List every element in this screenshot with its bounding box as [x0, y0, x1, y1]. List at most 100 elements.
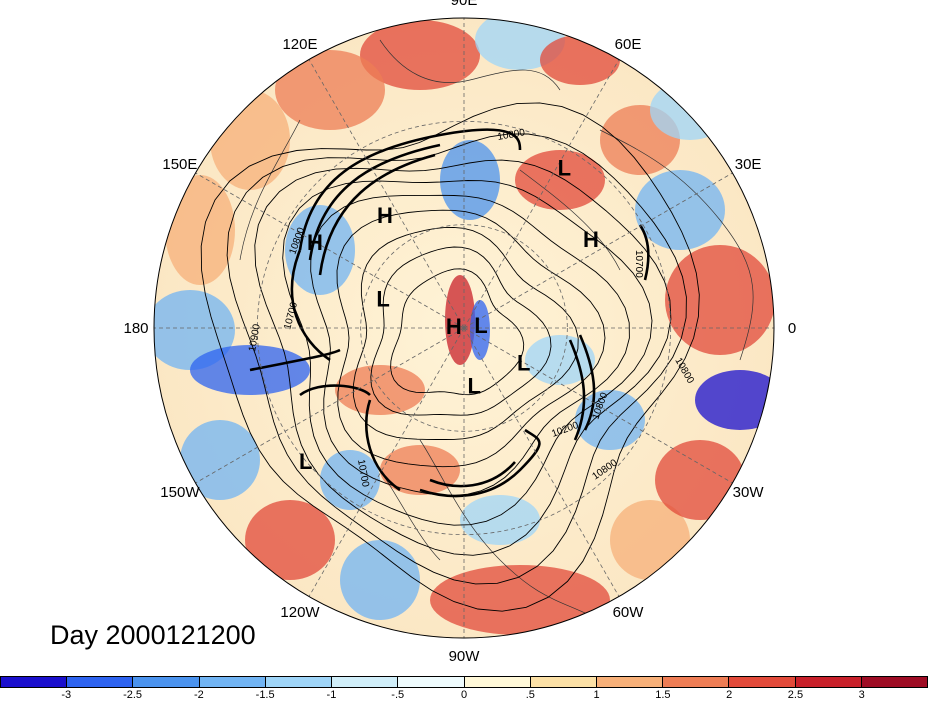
- graticule: [154, 18, 774, 638]
- low-pressure-label: L: [558, 155, 571, 180]
- meridian: [463, 327, 620, 597]
- anomaly-blob: [285, 205, 355, 295]
- height-contour: [370, 246, 552, 416]
- anomaly-blob: [360, 20, 480, 90]
- colorbar-swatch: [332, 677, 399, 687]
- colorbar-swatch: [663, 677, 730, 687]
- meridian: [308, 59, 465, 329]
- parallel: [256, 120, 672, 536]
- longitude-label: 0: [788, 320, 796, 337]
- colorbar-tick-label: -1.5: [255, 689, 275, 701]
- page-title: Day 2000121200: [50, 620, 256, 650]
- longitude-label: 120E: [282, 36, 317, 53]
- colorbar-swatch: [133, 677, 200, 687]
- colorbar-tick-label: 3: [858, 689, 865, 701]
- longitude-labels: 90E 60E 30E 0 30W 60W 90W 120W 150W 180 150E 120E: [123, 0, 796, 665]
- low-pressure-label: L: [474, 313, 487, 338]
- anomaly-blob: [440, 140, 500, 220]
- height-contour: [352, 226, 579, 440]
- colorbar-tick-label: 2: [726, 689, 733, 701]
- colorbar-swatch: [1, 677, 68, 687]
- height-contour: [254, 159, 672, 556]
- jet-contour: [249, 348, 341, 372]
- meridian: [463, 172, 733, 329]
- anomaly-blob: [245, 500, 335, 580]
- meridian: [195, 172, 465, 329]
- height-contour: [390, 268, 525, 396]
- anomaly-blob: [665, 245, 774, 355]
- meridian: [463, 327, 733, 484]
- anomaly-blob: [515, 150, 605, 210]
- meridian: [308, 327, 465, 597]
- longitude-label: 90E: [451, 0, 478, 9]
- colorbar-tick-label: 0: [460, 689, 468, 701]
- height-contour: [226, 133, 687, 585]
- anomaly-blob: [540, 35, 620, 85]
- jet-contour: [364, 399, 401, 492]
- longitude-label: 60E: [615, 36, 642, 53]
- colorbar-swatch: [795, 677, 862, 687]
- contour-label: 10900: [247, 323, 263, 353]
- jet-contour: [419, 428, 541, 498]
- anomaly-blob: [575, 390, 645, 450]
- anomaly-blob: [525, 335, 595, 385]
- colorbar-tick-label: -.5: [391, 689, 405, 701]
- jet-contour: [298, 128, 522, 251]
- colorbar-swatch: [530, 677, 597, 687]
- coastline: [239, 119, 301, 261]
- jet-contour: [318, 153, 436, 276]
- height-contour: [310, 194, 630, 496]
- colorbar: [0, 676, 928, 688]
- anomaly-blob: [275, 50, 385, 130]
- anomaly-blob: [460, 495, 540, 545]
- contour-label: 10700: [355, 459, 371, 489]
- longitude-label: 90W: [449, 648, 481, 665]
- height-contour: [200, 102, 700, 612]
- colorbar-swatch: [729, 677, 796, 687]
- colorbar-swatch: [265, 677, 333, 687]
- high-pressure-label: H: [377, 203, 393, 228]
- colorbar-tick-label: -1: [326, 689, 337, 701]
- anomaly-blob: [320, 450, 380, 510]
- colorbar-tick-label: 2.5: [787, 689, 804, 701]
- meridian: [463, 59, 620, 329]
- map-boundary: [153, 17, 775, 639]
- colorbar-tick-label: .5: [525, 689, 535, 701]
- anomaly-blob: [695, 370, 774, 430]
- parallel: [360, 224, 568, 432]
- longitude-label: 60W: [613, 604, 645, 621]
- longitude-label: 150E: [162, 156, 197, 173]
- low-pressure-label: L: [299, 449, 312, 474]
- anomaly-field: [154, 18, 774, 635]
- longitude-label: 30E: [735, 156, 762, 173]
- colorbar-swatch: [67, 677, 134, 687]
- high-pressure-label: H: [307, 230, 323, 255]
- colorbar-tick-label: -2: [193, 689, 204, 701]
- colorbar-swatch: [464, 677, 531, 687]
- colorbar-tick-label: -2.5: [123, 689, 143, 701]
- jet-contour: [638, 224, 650, 281]
- height-contours: [200, 102, 700, 612]
- longitude-label: 180: [123, 320, 148, 337]
- longitude-label: 120W: [280, 604, 320, 621]
- anomaly-blob: [445, 275, 475, 365]
- colorbar-ticks: -3 -2.5 -2 -1.5 -1 -.5 0 .5 1 1.5 2 2.5 3: [0, 689, 928, 703]
- coastline: [599, 129, 754, 361]
- height-contour: [336, 209, 606, 468]
- high-pressure-label: H: [583, 227, 599, 252]
- colorbar-tick-label: 1: [593, 689, 600, 701]
- colorbar-swatch: [199, 677, 266, 687]
- anomaly-blob: [335, 365, 425, 415]
- longitude-label: 30W: [733, 484, 765, 501]
- low-pressure-label: L: [376, 287, 389, 312]
- colorbar-swatch: [398, 677, 465, 687]
- colorbar-swatch: [596, 677, 664, 687]
- coastline: [419, 439, 601, 621]
- colorbar-tick-label: 1.5: [655, 689, 671, 701]
- contour-label: 10800: [497, 127, 527, 143]
- anomaly-blob: [470, 300, 490, 360]
- colorbar-tick-label: -3: [61, 689, 72, 701]
- jet-contour: [299, 384, 371, 397]
- jet-contour: [429, 461, 516, 488]
